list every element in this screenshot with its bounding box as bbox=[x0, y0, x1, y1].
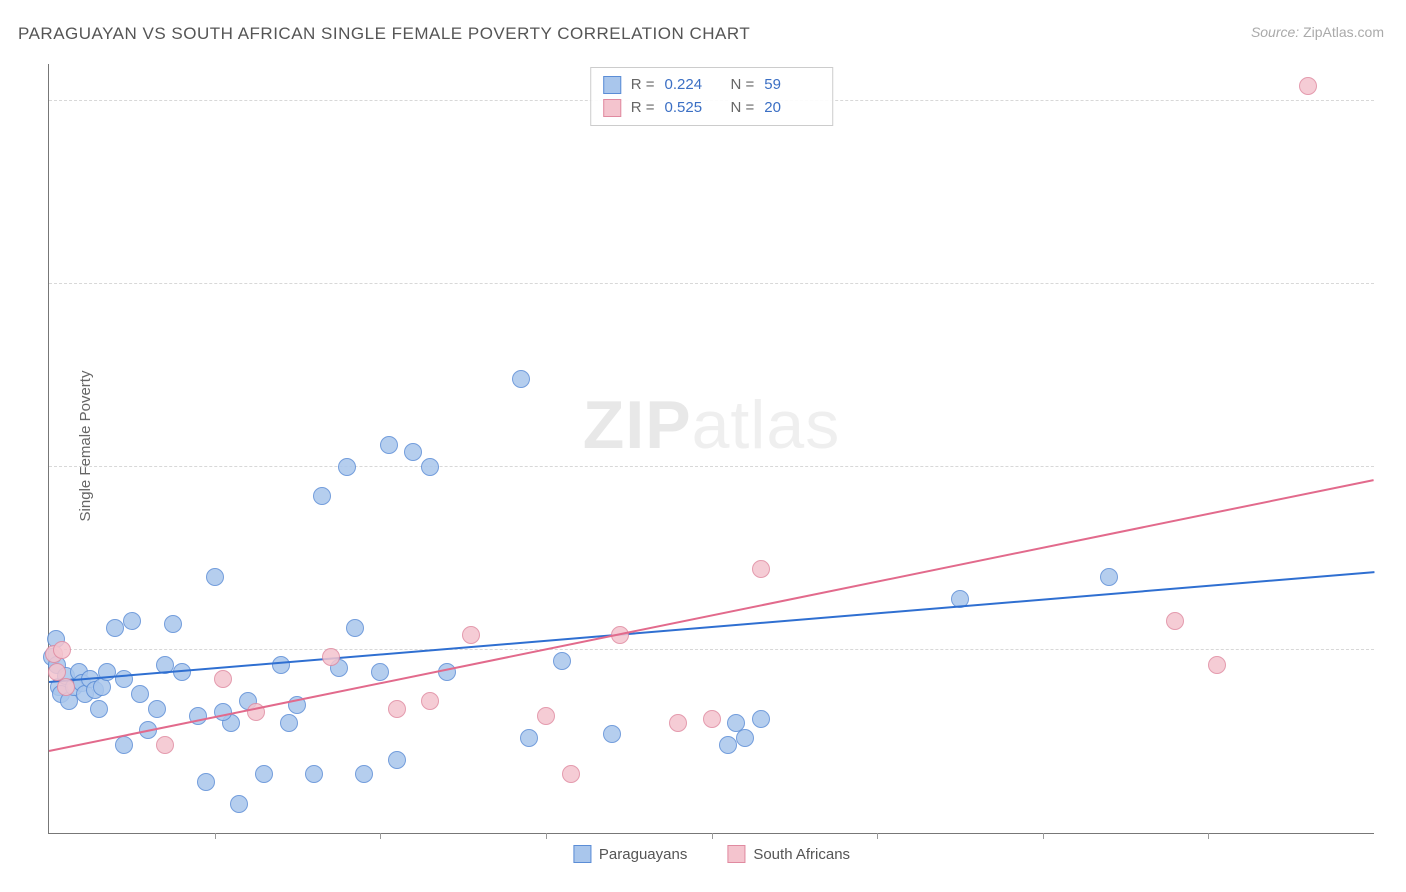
chart-container: PARAGUAYAN VS SOUTH AFRICAN SINGLE FEMAL… bbox=[0, 0, 1406, 892]
data-point bbox=[562, 765, 580, 783]
n-label: N = bbox=[731, 97, 755, 120]
x-tick bbox=[877, 833, 878, 839]
watermark-atlas: atlas bbox=[692, 387, 841, 463]
plot-area: ZIPatlas R = 0.224 N = 59 R = 0.525 N = … bbox=[48, 64, 1374, 834]
data-point bbox=[512, 370, 530, 388]
legend-swatch-south-africans bbox=[603, 99, 621, 117]
data-point bbox=[123, 612, 141, 630]
x-tick bbox=[215, 833, 216, 839]
data-point bbox=[752, 710, 770, 728]
data-point bbox=[164, 615, 182, 633]
data-point bbox=[90, 700, 108, 718]
data-point bbox=[115, 670, 133, 688]
data-point bbox=[421, 458, 439, 476]
data-point bbox=[1166, 612, 1184, 630]
watermark: ZIPatlas bbox=[583, 386, 840, 464]
data-point bbox=[603, 725, 621, 743]
x-tick bbox=[1208, 833, 1209, 839]
legend-row: R = 0.525 N = 20 bbox=[603, 97, 821, 120]
data-point bbox=[106, 619, 124, 637]
data-point bbox=[148, 700, 166, 718]
data-point bbox=[214, 670, 232, 688]
data-point bbox=[719, 736, 737, 754]
data-point bbox=[131, 685, 149, 703]
data-point bbox=[388, 751, 406, 769]
data-point bbox=[404, 443, 422, 461]
data-point bbox=[206, 568, 224, 586]
r-label: R = bbox=[631, 97, 655, 120]
data-point bbox=[156, 736, 174, 754]
data-point bbox=[736, 729, 754, 747]
source-value: ZipAtlas.com bbox=[1303, 24, 1384, 40]
legend-swatch-paraguayans bbox=[603, 76, 621, 94]
data-point bbox=[115, 736, 133, 754]
data-point bbox=[1299, 77, 1317, 95]
data-point bbox=[371, 663, 389, 681]
legend-swatch-south-africans bbox=[727, 845, 745, 863]
data-point bbox=[280, 714, 298, 732]
chart-title: PARAGUAYAN VS SOUTH AFRICAN SINGLE FEMAL… bbox=[18, 24, 750, 44]
x-tick bbox=[380, 833, 381, 839]
data-point bbox=[355, 765, 373, 783]
x-tick bbox=[712, 833, 713, 839]
data-point bbox=[669, 714, 687, 732]
source-credit: Source: ZipAtlas.com bbox=[1251, 24, 1384, 40]
legend-label: Paraguayans bbox=[599, 846, 687, 863]
data-point bbox=[53, 641, 71, 659]
data-point bbox=[255, 765, 273, 783]
data-point bbox=[537, 707, 555, 725]
legend-label: South Africans bbox=[753, 846, 850, 863]
data-point bbox=[520, 729, 538, 747]
legend-series: Paraguayans South Africans bbox=[573, 845, 850, 863]
data-point bbox=[380, 436, 398, 454]
data-point bbox=[338, 458, 356, 476]
data-point bbox=[313, 487, 331, 505]
r-value-paraguayans: 0.224 bbox=[665, 74, 721, 97]
r-value-south-africans: 0.525 bbox=[665, 97, 721, 120]
data-point bbox=[322, 648, 340, 666]
data-point bbox=[752, 560, 770, 578]
legend-swatch-paraguayans bbox=[573, 845, 591, 863]
n-value-south-africans: 20 bbox=[764, 97, 820, 120]
data-point bbox=[421, 692, 439, 710]
data-point bbox=[230, 795, 248, 813]
legend-item-south-africans: South Africans bbox=[727, 845, 850, 863]
data-point bbox=[1100, 568, 1118, 586]
data-point bbox=[703, 710, 721, 728]
n-label: N = bbox=[731, 74, 755, 97]
gridline bbox=[49, 283, 1374, 284]
legend-item-paraguayans: Paraguayans bbox=[573, 845, 687, 863]
data-point bbox=[1208, 656, 1226, 674]
data-point bbox=[272, 656, 290, 674]
data-point bbox=[57, 678, 75, 696]
gridline bbox=[49, 649, 1374, 650]
data-point bbox=[462, 626, 480, 644]
legend-row: R = 0.224 N = 59 bbox=[603, 74, 821, 97]
source-label: Source: bbox=[1251, 24, 1299, 40]
legend-correlation: R = 0.224 N = 59 R = 0.525 N = 20 bbox=[590, 67, 834, 126]
x-tick bbox=[1043, 833, 1044, 839]
watermark-zip: ZIP bbox=[583, 387, 692, 463]
data-point bbox=[346, 619, 364, 637]
data-point bbox=[305, 765, 323, 783]
n-value-paraguayans: 59 bbox=[764, 74, 820, 97]
data-point bbox=[388, 700, 406, 718]
data-point bbox=[197, 773, 215, 791]
r-label: R = bbox=[631, 74, 655, 97]
data-point bbox=[553, 652, 571, 670]
x-tick bbox=[546, 833, 547, 839]
gridline bbox=[49, 466, 1374, 467]
